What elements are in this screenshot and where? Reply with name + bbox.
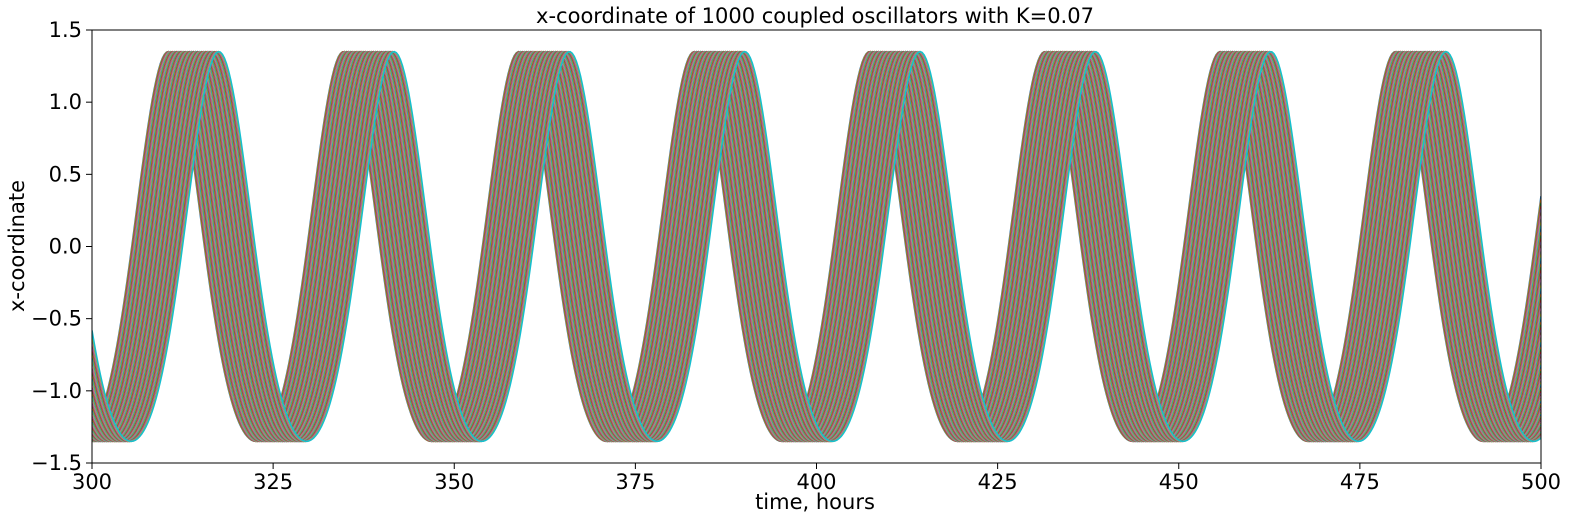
x-tick-label: 300 — [72, 470, 112, 494]
x-tick-label: 325 — [253, 470, 293, 494]
x-tick-label: 475 — [1340, 470, 1380, 494]
y-tick-label: −1.5 — [31, 451, 82, 475]
x-tick-label: 500 — [1521, 470, 1561, 494]
y-tick-label: 1.5 — [49, 18, 82, 42]
x-tick-label: 375 — [615, 470, 655, 494]
y-tick-label: −1.0 — [31, 379, 82, 403]
y-tick-label: 1.0 — [49, 90, 82, 114]
y-axis-label: x-coordinate — [5, 180, 29, 312]
chart-title: x-coordinate of 1000 coupled oscillators… — [536, 4, 1094, 28]
x-tick-label: 425 — [978, 470, 1018, 494]
x-axis-label: time, hours — [755, 490, 875, 514]
y-tick-label: −0.5 — [31, 307, 82, 331]
y-tick-label: 0.0 — [49, 235, 82, 259]
y-axis-ticks: −1.5 −1.0 −0.5 0.0 0.5 1.0 1.5 — [31, 18, 92, 475]
series-layer — [92, 50, 1541, 443]
x-tick-label: 400 — [796, 470, 836, 494]
y-tick-label: 0.5 — [49, 162, 82, 186]
x-axis-ticks: 300 325 350 375 400 425 450 475 500 — [72, 463, 1561, 494]
x-tick-label: 350 — [434, 470, 474, 494]
oscillator-series-line — [92, 50, 1541, 443]
x-tick-label: 450 — [1159, 470, 1199, 494]
